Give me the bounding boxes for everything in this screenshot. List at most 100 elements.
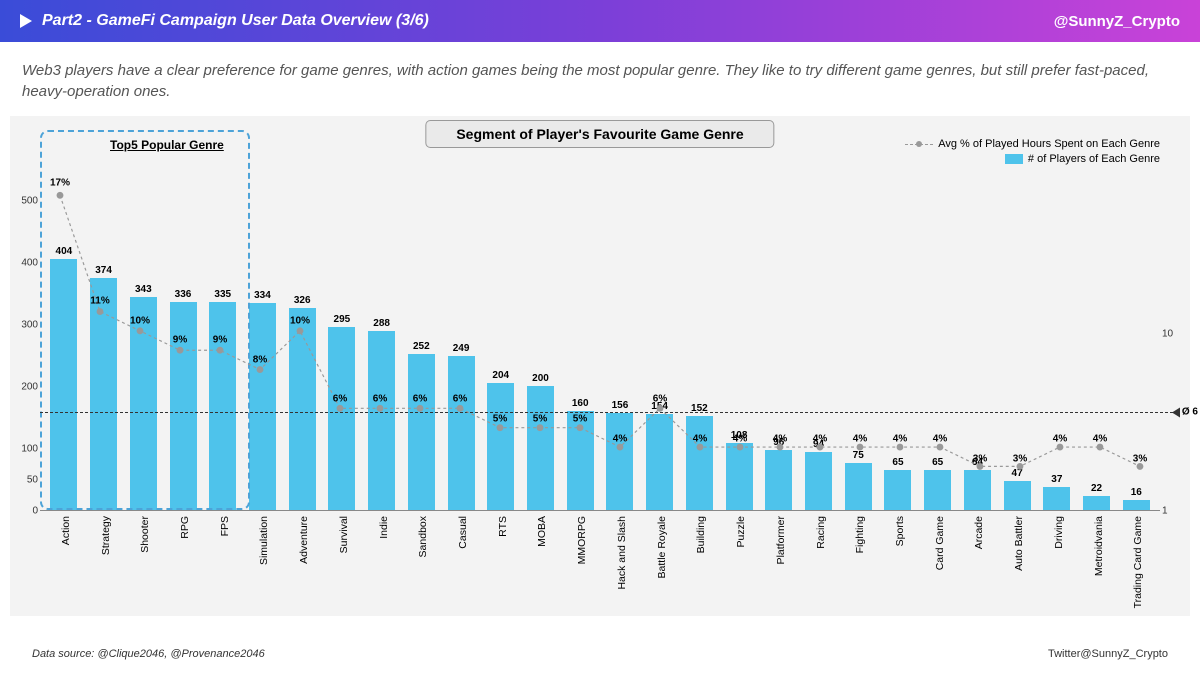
bar [1083, 496, 1110, 510]
bar-column: 288Indie [362, 318, 402, 510]
y-tick: 300 [21, 319, 38, 330]
category-label: Building [695, 516, 707, 553]
chart-area: Segment of Player's Favourite Game Genre… [10, 116, 1190, 616]
bar-value-label: 47 [1012, 468, 1023, 479]
y-tick: 200 [21, 381, 38, 392]
bar-column: 37Driving [1037, 474, 1077, 510]
legend-line-item: Avg % of Played Hours Spent on Each Genr… [905, 138, 1160, 150]
bar-value-label: 252 [413, 341, 430, 352]
bar-value-label: 65 [932, 457, 943, 468]
bar [964, 470, 991, 510]
bar [884, 470, 911, 510]
category-label: Metroidvania [1093, 516, 1105, 576]
bar [408, 354, 435, 510]
footer-source: Data source: @Clique2046, @Provenance204… [32, 648, 265, 660]
legend-bar-item: # of Players of Each Genre [905, 153, 1160, 165]
bar-column: 64Arcade [958, 457, 998, 510]
bar-value-label: 249 [453, 343, 470, 354]
top5-highlight-box [40, 130, 250, 510]
category-label: MMORPG [576, 516, 588, 564]
bar-column: 94Racing [799, 439, 839, 510]
bar-value-label: 334 [254, 290, 271, 301]
category-label: Sports [894, 516, 906, 546]
bar-value-label: 108 [731, 430, 748, 441]
bar [527, 386, 554, 510]
legend-bar-label: # of Players of Each Genre [1028, 153, 1160, 165]
bar-value-label: 37 [1051, 474, 1062, 485]
bar-value-label: 200 [532, 373, 549, 384]
bar-value-label: 94 [813, 439, 824, 450]
bar-value-label: 75 [853, 450, 864, 461]
category-label: FPS [219, 516, 231, 536]
bar [805, 452, 832, 510]
bar-column: 156Hack and Slash [600, 400, 640, 510]
bar-value-label: 288 [373, 318, 390, 329]
header-bar: Part2 - GameFi Campaign User Data Overvi… [0, 0, 1200, 42]
reference-line [40, 412, 1178, 413]
bar-column: 249Casual [441, 343, 481, 510]
category-label: Battle Royale [656, 516, 668, 578]
bar-value-label: 295 [334, 314, 351, 325]
y-axis-right: 110 [1160, 176, 1184, 511]
bar-column: 152Building [680, 403, 720, 510]
header-left: Part2 - GameFi Campaign User Data Overvi… [20, 12, 429, 30]
legend: Avg % of Played Hours Spent on Each Genr… [905, 138, 1160, 168]
y-tick: 400 [21, 257, 38, 268]
bar [646, 414, 673, 510]
y2-tick: 1 [1162, 506, 1168, 517]
bar-value-label: 64 [972, 457, 983, 468]
y-tick: 0 [32, 506, 38, 517]
bar-value-label: 65 [892, 457, 903, 468]
bar-column: 96Platformer [759, 437, 799, 510]
header-title: Part2 - GameFi Campaign User Data Overvi… [42, 12, 429, 30]
y-tick: 500 [21, 195, 38, 206]
bar [567, 411, 594, 510]
bar [765, 450, 792, 510]
category-label: Driving [1053, 516, 1065, 549]
category-label: Shooter [139, 516, 151, 553]
bar-value-label: 22 [1091, 483, 1102, 494]
bar-column: 108Puzzle [719, 430, 759, 510]
bar-value-label: 96 [773, 437, 784, 448]
bar-column: 160MMORPG [560, 398, 600, 510]
legend-line-label: Avg % of Played Hours Spent on Each Genr… [938, 138, 1160, 150]
bar [249, 303, 276, 510]
play-icon [20, 14, 32, 28]
category-label: Indie [378, 516, 390, 539]
bar-value-label: 160 [572, 398, 589, 409]
bar-column: 65Sports [878, 457, 918, 510]
bar-value-label: 204 [492, 370, 509, 381]
chart-title: Segment of Player's Favourite Game Genre [425, 120, 774, 148]
top5-label: Top5 Popular Genre [110, 138, 224, 152]
bar-column: 65Card Game [918, 457, 958, 510]
category-label: Auto Battler [1013, 516, 1025, 571]
category-label: Trading Card Game [1132, 516, 1144, 608]
category-label: Puzzle [735, 516, 747, 548]
y-axis-left: 050100200300400500 [12, 176, 40, 511]
y2-tick: 10 [1162, 328, 1173, 339]
bar-column: 22Metroidvania [1077, 483, 1117, 510]
bar [845, 463, 872, 510]
bar [448, 356, 475, 510]
bar-column: 252Sandbox [401, 341, 441, 510]
bar [1004, 481, 1031, 510]
category-label: RPG [179, 516, 191, 539]
category-label: Arcade [973, 516, 985, 549]
subtitle-text: Web3 players have a clear preference for… [0, 42, 1200, 110]
bar [289, 308, 316, 510]
bar-value-label: 16 [1131, 487, 1142, 498]
bar-column: 154Battle Royale [640, 401, 680, 510]
bar-column: 200MOBA [521, 373, 561, 510]
bar [606, 413, 633, 510]
category-label: Adventure [298, 516, 310, 564]
reference-label: Ø 6 [1182, 407, 1198, 418]
category-label: Simulation [258, 516, 270, 565]
y-tick: 50 [27, 474, 38, 485]
category-label: Platformer [775, 516, 787, 564]
category-label: RTS [497, 516, 509, 537]
category-label: Action [60, 516, 72, 545]
bar-column: 75Fighting [838, 450, 878, 510]
bar-value-label: 154 [651, 401, 668, 412]
category-label: Survival [338, 516, 350, 553]
category-label: Strategy [100, 516, 112, 555]
